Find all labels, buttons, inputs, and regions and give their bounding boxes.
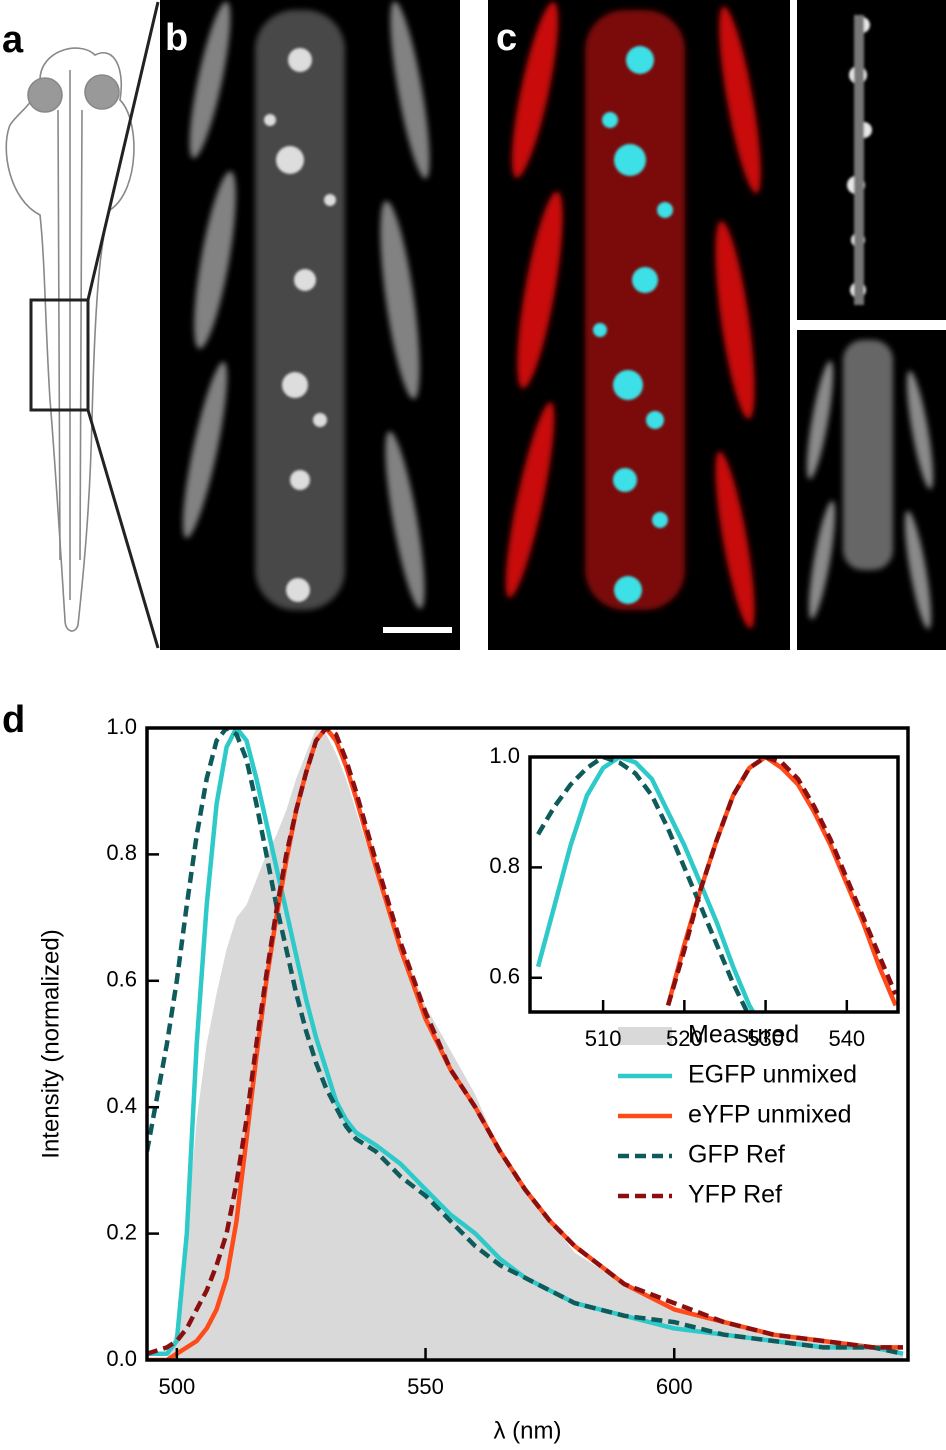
y-tick-label: 1.0 xyxy=(106,714,137,739)
plot-frame xyxy=(528,755,900,1014)
panel-label: d xyxy=(2,699,25,741)
image-spots xyxy=(593,46,673,604)
panel-label: a xyxy=(2,19,24,61)
plot-area xyxy=(535,757,898,1012)
larva-drawing xyxy=(5,47,135,632)
panel-label: b xyxy=(165,17,188,59)
x-axis-label: λ (nm) xyxy=(494,1417,562,1444)
y-tick-label: 0.2 xyxy=(106,1219,137,1244)
micrograph-c xyxy=(488,0,790,650)
legend-swatch xyxy=(618,1027,672,1045)
area xyxy=(147,728,904,1360)
x-tick-label: 500 xyxy=(158,1374,195,1399)
body-lines xyxy=(57,70,83,600)
x-tick-label: 540 xyxy=(828,1026,865,1051)
dashed-line xyxy=(147,728,903,1356)
image-texture xyxy=(505,1,761,629)
x-tick-label: 550 xyxy=(407,1374,444,1399)
line xyxy=(535,757,756,1012)
zoom-line xyxy=(86,1,160,301)
eye xyxy=(84,74,120,110)
y-axis-label: Intensity (normalized) xyxy=(37,929,64,1158)
plot-frame xyxy=(145,726,910,1362)
x-tick-label: 520 xyxy=(666,1026,703,1051)
micrograph-top-right xyxy=(797,0,946,320)
y-tick-label: 0.0 xyxy=(106,1346,137,1371)
legend-label: Measured xyxy=(688,1021,799,1049)
legend-label: YFP Ref xyxy=(688,1181,782,1209)
y-tick-label: 0.8 xyxy=(106,840,137,865)
x-tick-label: 530 xyxy=(747,1026,784,1051)
zoom-box xyxy=(29,298,90,412)
legend-label: GFP Ref xyxy=(688,1141,785,1169)
micrograph-bottom-right xyxy=(797,330,946,650)
x-tick-label: 600 xyxy=(656,1374,693,1399)
micrograph-b xyxy=(160,0,460,650)
y-tick-label: 0.6 xyxy=(106,967,137,992)
image-spots xyxy=(264,48,336,602)
eye xyxy=(27,77,63,113)
legend-label: EGFP unmixed xyxy=(688,1061,857,1089)
plot-background xyxy=(530,757,898,1012)
larva-outline xyxy=(5,47,135,632)
y-tick-label: 1.0 xyxy=(489,743,520,768)
image-bg xyxy=(797,0,946,320)
plot-area xyxy=(147,728,904,1360)
x-tick-label: 510 xyxy=(585,1026,622,1051)
dashed-line xyxy=(147,728,904,1356)
image-spots xyxy=(847,15,872,305)
legend-label: eYFP unmixed xyxy=(688,1101,852,1129)
y-tick-label: 0.8 xyxy=(489,853,520,878)
image-texture xyxy=(806,340,934,630)
panel-label: c xyxy=(496,17,517,59)
y-tick-label: 0.6 xyxy=(489,964,520,989)
dashed-line xyxy=(665,757,898,1007)
zoom-line xyxy=(86,409,160,649)
y-tick-label: 0.4 xyxy=(106,1093,137,1118)
